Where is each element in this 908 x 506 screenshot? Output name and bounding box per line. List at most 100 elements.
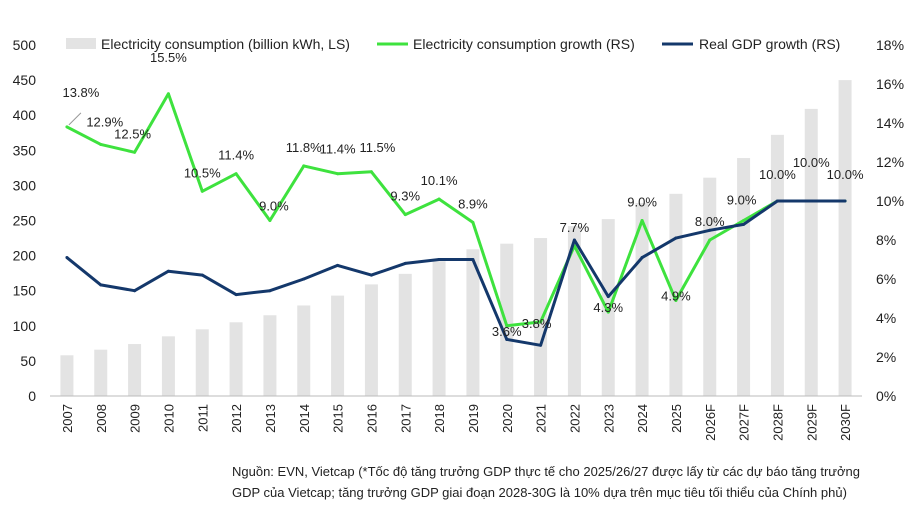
point-1-2027F: [742, 222, 746, 226]
point-1-2017: [403, 261, 407, 265]
x-tick-label: 2026F: [703, 404, 718, 441]
point-0-2017: [403, 213, 407, 217]
point-1-2007: [65, 256, 69, 260]
point-1-2010: [166, 269, 170, 273]
legend-swatch-bars: [66, 38, 96, 49]
point-0-2024: [640, 219, 644, 222]
data-label-2017: 9.3%: [390, 189, 420, 204]
point-1-2019: [471, 258, 475, 261]
right-tick-label: 10%: [876, 193, 904, 209]
data-label-2029F: 10.0%: [793, 155, 830, 170]
right-tick-label: 4%: [876, 310, 896, 326]
data-label-2013: 9.0%: [259, 199, 289, 214]
x-tick-label: 2030F: [838, 404, 853, 441]
bar-2008: [94, 349, 108, 396]
bar-2012: [229, 322, 243, 396]
data-label-2022: 7.7%: [560, 220, 590, 235]
x-tick-label: 2021: [534, 404, 549, 433]
point-1-2016: [369, 273, 373, 277]
x-tick-label: 2013: [263, 404, 278, 433]
data-label-2009: 12.5%: [114, 126, 151, 141]
point-0-2026F: [708, 238, 712, 242]
x-tick-label: 2024: [635, 404, 650, 433]
point-0-2010: [166, 92, 170, 96]
bar-2023: [601, 219, 615, 396]
point-0-2025: [674, 298, 678, 302]
point-1-2026F: [708, 228, 712, 232]
data-label-2014: 11.8%: [286, 140, 322, 155]
left-tick-label: 100: [13, 318, 37, 334]
point-1-2021: [539, 343, 543, 347]
label-leader-line: [68, 112, 82, 126]
right-tick-label: 2%: [876, 349, 896, 365]
point-1-2013: [268, 289, 272, 293]
point-1-2011: [200, 273, 204, 277]
data-label-2015: 11.4%: [320, 142, 356, 157]
right-tick-label: 6%: [876, 271, 896, 287]
data-label-2012: 11.4%: [218, 148, 254, 163]
x-tick-label: 2016: [364, 404, 379, 433]
data-label-2028F: 10.0%: [759, 167, 796, 182]
x-tick-label: 2019: [466, 404, 481, 433]
point-1-2018: [437, 258, 441, 261]
left-tick-label: 50: [20, 353, 36, 369]
point-1-2024: [640, 256, 644, 260]
x-tick-label: 2014: [297, 404, 312, 433]
bar-2010: [161, 336, 175, 396]
point-1-2028F: [775, 199, 779, 203]
bar-2013: [263, 315, 277, 396]
data-label-2025: 4.9%: [661, 288, 691, 303]
data-label-2018: 10.1%: [421, 173, 458, 188]
legend-label-bars: Electricity consumption (billion kWh, LS…: [101, 36, 350, 52]
point-0-2015: [336, 172, 340, 176]
left-tick-label: 450: [13, 72, 37, 88]
right-tick-label: 16%: [876, 76, 904, 92]
left-tick-label: 0: [28, 388, 36, 404]
point-0-2027F: [742, 219, 746, 222]
data-label-2027F: 9.0%: [727, 193, 757, 208]
bar-2015: [331, 295, 345, 396]
data-label-2010: 15.5%: [150, 50, 187, 65]
point-0-2016: [369, 170, 373, 174]
left-tick-label: 200: [13, 248, 37, 264]
point-1-2029F: [809, 199, 813, 203]
data-label-2007: 13.8%: [62, 85, 99, 100]
data-label-2020: 3.6%: [492, 324, 522, 339]
point-0-2023: [606, 310, 610, 314]
line-series: [65, 92, 847, 347]
data-labels: 13.8%12.9%12.5%15.5%10.5%11.4%9.0%11.8%1…: [62, 50, 863, 339]
data-label-2026F: 8.0%: [695, 214, 725, 229]
right-tick-label: 14%: [876, 115, 904, 131]
bar-series: [60, 80, 852, 396]
bar-2011: [195, 329, 209, 396]
point-0-2012: [234, 172, 238, 176]
x-tick-label: 2025: [669, 404, 684, 433]
bar-2016: [364, 284, 378, 396]
combo-chart: 0 50 100 150 200 250 300 350 400 450 500 0% 2% 4% 6% 8…: [13, 36, 904, 441]
x-tick-label: 2020: [500, 404, 515, 433]
source-note: Nguồn: EVN, Vietcap (*Tốc độ tăng trưởng…: [232, 461, 900, 503]
line-series-1: [65, 199, 846, 347]
bar-2022: [567, 226, 581, 396]
x-tick-label: 2018: [432, 404, 447, 433]
data-label-2024: 9.0%: [627, 195, 657, 210]
point-0-2018: [437, 197, 441, 201]
left-tick-label: 350: [13, 142, 37, 158]
point-1-2012: [234, 293, 238, 297]
data-label-2023: 4.3%: [593, 300, 623, 315]
point-1-2023: [606, 295, 610, 299]
right-tick-label: 18%: [876, 37, 904, 53]
point-0-2020: [505, 324, 509, 328]
right-tick-label: 0%: [876, 388, 896, 404]
right-tick-label: 12%: [876, 154, 904, 170]
point-0-2007: [65, 125, 69, 129]
data-label-2008: 12.9%: [86, 114, 123, 129]
legend: Electricity consumption (billion kWh, LS…: [66, 36, 840, 52]
x-tick-label: 2015: [331, 404, 346, 433]
point-1-2020: [505, 337, 509, 341]
x-tick-label: 2007: [60, 404, 75, 433]
point-0-2011: [200, 189, 204, 193]
x-tick-label: 2017: [398, 404, 413, 433]
bar-2014: [297, 305, 311, 396]
point-0-2008: [99, 142, 103, 146]
